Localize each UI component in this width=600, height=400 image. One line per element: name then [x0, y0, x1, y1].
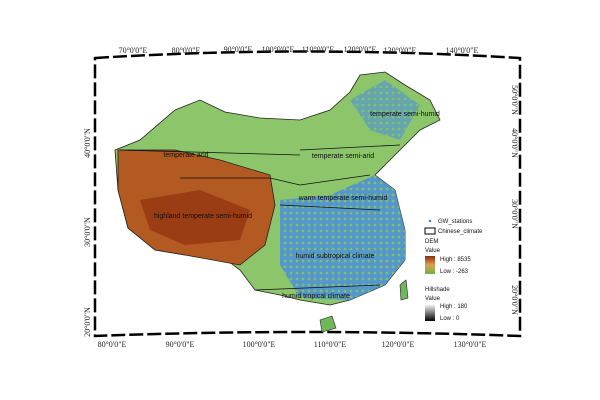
region-label: highland temperate semi-humid [154, 213, 252, 220]
region-label: temperate semi-humid [370, 111, 440, 118]
graticule-label: 20°0'0"N [510, 285, 519, 315]
graticule-label: 130°0'0"E [454, 340, 487, 349]
china-land [114, 71, 441, 333]
station-symbol [428, 219, 432, 223]
graticule-label: 140°0'0"E [446, 46, 479, 55]
legend-heading: Hillshade [425, 287, 450, 293]
legend-label: Low : -263 [440, 269, 469, 275]
graticule-label: 130°0'0"E [384, 46, 417, 55]
graticule-label: 100°0'0"E [243, 340, 276, 349]
hillshade-ramp [425, 304, 435, 321]
legend-label: Chinese_climate [438, 229, 483, 235]
legend-heading: DEM [425, 239, 438, 245]
region-label: humid tropical climate [282, 293, 350, 300]
graticule-label: 110°0'0"E [302, 45, 335, 54]
graticule-label: 90°0'0"E [166, 340, 195, 349]
region-label: temperate semi-arid [312, 153, 374, 160]
graticule-label: 80°0'0"E [98, 340, 127, 349]
graticule-label: 110°0'0"E [314, 340, 347, 349]
graticule-label: 80°0'0"E [172, 46, 201, 55]
graticule-label: 40°0'0"N [510, 128, 519, 158]
region-label: humid subtropical climate [296, 253, 375, 260]
graticule-label: 70°0'0"E [119, 46, 148, 55]
graticule-label: 30°0'0"N [83, 217, 92, 247]
legend-label: High : 8535 [440, 257, 471, 263]
frame [93, 50, 522, 338]
graticule-label: 40°0'0"N [83, 128, 92, 158]
graticule-label: 20°0'0"N [83, 307, 92, 337]
legend-label: Value [425, 248, 441, 254]
graticule-label: 120°0'0"E [344, 45, 377, 54]
region-label: temperate arid [163, 152, 208, 159]
legend-label: Value [425, 296, 441, 302]
graticule-label: 50°0'0"N [510, 85, 519, 115]
climate-symbol [424, 227, 436, 235]
region-label: warm temperate semi-humid [298, 195, 388, 202]
legend-label: Low : 0 [440, 316, 460, 322]
legend-label: High : 180 [440, 304, 468, 310]
graticule-label: 30°0'0"N [510, 199, 519, 229]
legend: GW_stations Chinese_climate DEM Value Hi… [424, 219, 483, 322]
graticule-label: 120°0'0"E [382, 340, 415, 349]
graticule-label: 100°0'0"E [262, 45, 295, 54]
legend-label: GW_stations [438, 219, 472, 225]
dem-ramp [425, 256, 435, 274]
graticule-label: 90°0'0"E [224, 45, 253, 54]
